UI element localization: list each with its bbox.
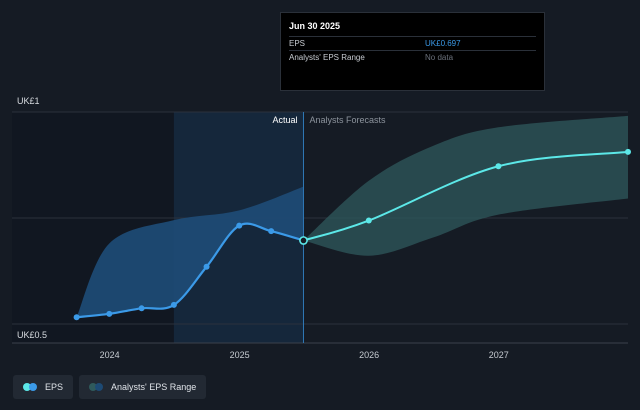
eps-forecast-point [495, 163, 502, 170]
eps-actual-point [236, 222, 243, 229]
legend-item-range[interactable]: Analysts' EPS Range [79, 375, 207, 399]
eps-actual-point [170, 301, 177, 308]
actual-range-area [76, 186, 304, 318]
tooltip-range-value: No data [425, 53, 454, 62]
x-tick-label: 2026 [359, 350, 379, 360]
actual-label: Actual [272, 115, 297, 125]
x-tick-label: 2024 [100, 350, 120, 360]
range-swatch-icon [89, 383, 104, 391]
tooltip-eps-value: UK£0.697 [425, 39, 461, 48]
eps-swatch-icon [23, 383, 37, 391]
legend: EPS Analysts' EPS Range [13, 375, 207, 399]
y-tick-label: UK£0.5 [17, 330, 47, 340]
eps-forecast-point [625, 148, 631, 155]
y-tick-label: UK£1 [17, 96, 40, 106]
eps-forecast-point [365, 217, 372, 224]
eps-actual-point [138, 305, 145, 312]
legend-range-label: Analysts' EPS Range [111, 382, 197, 392]
eps-actual-point [106, 310, 113, 317]
tooltip-row-range: Analysts' EPS Range No data [289, 50, 536, 64]
eps-actual-point [268, 228, 275, 235]
eps-actual-point [203, 263, 210, 270]
x-tick-label: 2027 [489, 350, 509, 360]
tooltip-row-eps: EPS UK£0.697 [289, 36, 536, 50]
forecasts-label: Analysts Forecasts [309, 115, 386, 125]
tooltip-date: Jun 30 2025 [289, 21, 341, 31]
legend-eps-label: EPS [45, 382, 64, 392]
legend-item-eps[interactable]: EPS [13, 375, 74, 399]
eps-current-point [299, 236, 308, 245]
tooltip-range-label: Analysts' EPS Range [289, 53, 365, 62]
eps-actual-point [73, 314, 80, 321]
eps-forecast-line [303, 150, 629, 242]
tooltip-eps-label: EPS [289, 39, 306, 48]
forecast-range-area [303, 115, 628, 256]
x-tick-label: 2025 [230, 350, 250, 360]
tooltip: Jun 30 2025 EPS UK£0.697 Analysts' EPS R… [280, 12, 545, 91]
